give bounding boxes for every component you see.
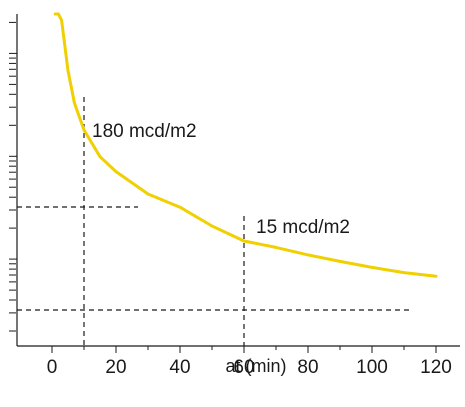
x-tick-label: 40: [169, 357, 190, 378]
x-tick-label: 0: [47, 357, 58, 378]
x-tick-label: 60: [233, 357, 254, 378]
x-tick-label: 20: [105, 357, 126, 378]
reference-lines: [17, 97, 410, 346]
x-axis: 0 20 40 60 80 100 120: [17, 345, 460, 378]
x-axis-label: at (min): [225, 356, 286, 376]
x-tick-label: 80: [297, 357, 318, 378]
series-line: [53, 12, 438, 278]
series-group: [53, 12, 438, 278]
annotations: 180 mcd/m2 15 mcd/m2: [92, 121, 350, 238]
annotation-15: 15 mcd/m2: [256, 217, 350, 238]
x-tick-label: 100: [356, 357, 388, 378]
x-tick-label: 120: [420, 357, 452, 378]
annotation-180: 180 mcd/m2: [92, 121, 197, 142]
y-axis: [9, 14, 18, 346]
